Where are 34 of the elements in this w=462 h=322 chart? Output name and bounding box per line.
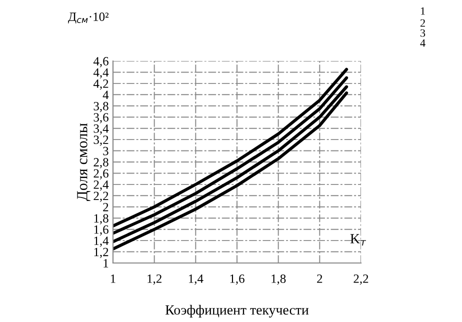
y-tick-label: 2,8 [94, 158, 108, 168]
y-tick-label: 3,6 [94, 113, 108, 124]
y-tick-label: 4,6 [93, 57, 108, 68]
x-tick-label: 2 [317, 274, 322, 283]
y-tick-label: 2,4 [94, 180, 109, 191]
text: Д$_{см}$·10² [68, 12, 109, 24]
text: 3 [420, 29, 426, 37]
y-tick-label: 3,8 [94, 102, 108, 112]
x-tick-label: 2,2 [354, 274, 368, 285]
x-tick-label: 1 [110, 274, 116, 283]
y-tick-label: 1 [104, 259, 108, 268]
x-tick-label: 1,2 [148, 274, 162, 285]
text: 2 [420, 19, 425, 27]
y-tick-label: 2 [103, 202, 108, 212]
text: 4 [420, 39, 426, 47]
y-tick-label: 1,6 [94, 225, 108, 236]
text: 1 [420, 7, 425, 15]
x-tick-label: 1,6 [230, 274, 244, 285]
x-axis-title: Коэффициент текучести [165, 304, 309, 318]
y-tick-label: 2,6 [94, 169, 108, 180]
y-tick-label: 3,4 [94, 124, 109, 135]
annotation: K$_{т}$ [350, 234, 366, 246]
y-axis-title: Доля смолы [77, 123, 90, 201]
y-tick-label: 4,2 [93, 80, 108, 90]
y-tick-label: 1,8 [94, 214, 108, 224]
y-tick-label: 4,4 [93, 68, 109, 78]
y-tick-label: 2,2 [94, 192, 108, 202]
y-tick-label: 3,2 [94, 136, 108, 146]
x-tick-label: 1,4 [188, 274, 204, 285]
y-tick-label: 3 [103, 146, 108, 156]
y-tick-label: 1,4 [94, 236, 109, 247]
y-tick-label: 1,2 [94, 248, 108, 258]
y-tick-label: 4 [102, 90, 109, 100]
x-tick-label: 1,8 [272, 274, 286, 285]
